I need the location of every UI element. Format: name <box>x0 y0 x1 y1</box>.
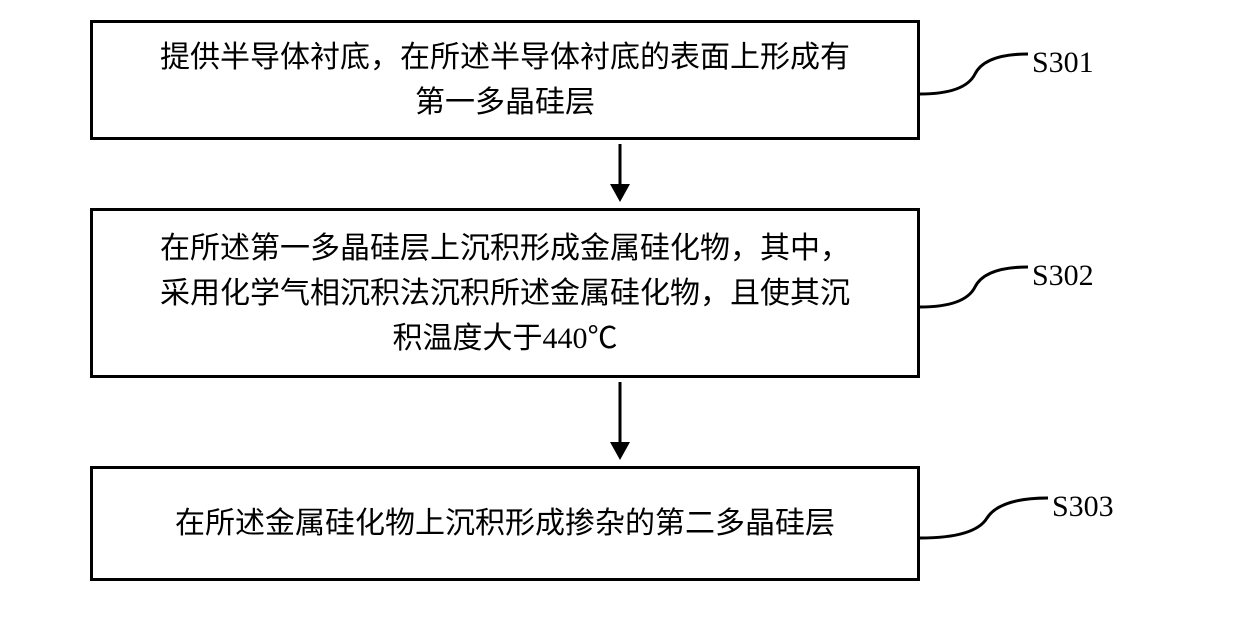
step-text-line: 第一多晶硅层 <box>111 80 899 125</box>
flow-step: 在所述第一多晶硅层上沉积形成金属硅化物，其中， 采用化学气相沉积法沉积所述金属硅… <box>60 208 1180 378</box>
step-label-wrap: S303 <box>920 490 1114 550</box>
flow-step: 在所述金属硅化物上沉积形成掺杂的第二多晶硅层 S303 <box>60 466 1180 581</box>
step-text-line: 积温度大于440℃ <box>111 316 899 361</box>
flowchart-container: 提供半导体衬底，在所述半导体衬底的表面上形成有 第一多晶硅层 S301 在所述第… <box>60 20 1180 581</box>
step-label: S303 <box>1052 490 1114 524</box>
step-box-s301: 提供半导体衬底，在所述半导体衬底的表面上形成有 第一多晶硅层 <box>90 20 920 140</box>
arrow-down-icon <box>605 382 635 462</box>
arrow-down-icon <box>605 144 635 204</box>
step-label-wrap: S302 <box>920 259 1094 319</box>
step-label-wrap: S301 <box>920 46 1094 106</box>
step-text-line: 采用化学气相沉积法沉积所述金属硅化物，且使其沉 <box>111 271 899 316</box>
step-text-line: 提供半导体衬底，在所述半导体衬底的表面上形成有 <box>111 35 899 80</box>
callout-curve-icon <box>920 259 1030 319</box>
step-label: S301 <box>1032 46 1094 80</box>
callout-curve-icon <box>920 490 1050 550</box>
step-box-s303: 在所述金属硅化物上沉积形成掺杂的第二多晶硅层 <box>90 466 920 581</box>
callout-curve-icon <box>920 46 1030 106</box>
flow-step: 提供半导体衬底，在所述半导体衬底的表面上形成有 第一多晶硅层 S301 <box>60 20 1180 140</box>
step-text-line: 在所述金属硅化物上沉积形成掺杂的第二多晶硅层 <box>111 501 899 546</box>
step-box-s302: 在所述第一多晶硅层上沉积形成金属硅化物，其中， 采用化学气相沉积法沉积所述金属硅… <box>90 208 920 378</box>
step-label: S302 <box>1032 259 1094 293</box>
step-text-line: 在所述第一多晶硅层上沉积形成金属硅化物，其中， <box>111 226 899 271</box>
